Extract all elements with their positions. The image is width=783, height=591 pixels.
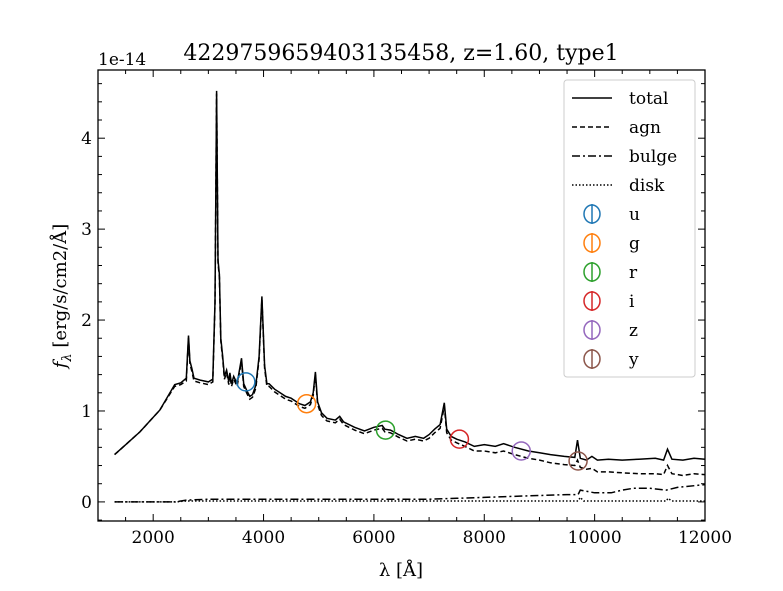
x-axis-label: λ [Å] [379, 559, 423, 581]
legend-label-disk: disk [629, 176, 665, 196]
y-tick-label: 3 [81, 220, 92, 240]
photometry-point-u [236, 372, 256, 392]
photometry-marker [449, 429, 470, 449]
legend-label-agn: agn [629, 118, 661, 138]
series-bulge-line [114, 483, 706, 503]
photometry-marker [296, 393, 317, 414]
x-tick-label: 6000 [352, 528, 395, 548]
y-tick-label: 0 [81, 493, 92, 513]
x-tick-label: 10000 [568, 528, 622, 548]
x-tick-label: 8000 [463, 528, 506, 548]
photometry-marker [236, 372, 256, 392]
legend-label-y: y [628, 350, 639, 370]
photometry-marker [375, 420, 396, 440]
photometry-point-r [375, 420, 396, 440]
x-tick-label: 12000 [678, 528, 732, 548]
x-tick-label: 4000 [242, 528, 285, 548]
offset-text: 1e-14 [98, 50, 146, 70]
y-label-sub: λ [60, 353, 75, 362]
legend-label-bulge: bulge [629, 147, 677, 167]
photometry-point-g [296, 393, 317, 414]
photometry-marker [568, 451, 588, 471]
legend-label-u: u [629, 205, 640, 225]
photometry-marker [511, 441, 531, 461]
axis-ticks: 2000 4000 6000 8000 10000 12000 0 1 2 3 4 [81, 70, 732, 548]
legend-label-total: total [629, 89, 668, 109]
legend-box [563, 79, 696, 378]
legend-label-g: g [629, 234, 640, 254]
y-axis-label: fλ [erg/s/cm2/Å] [49, 224, 75, 371]
legend-label-r: r [629, 263, 638, 283]
x-tick-label: 2000 [132, 528, 175, 548]
photometry-point-y [568, 451, 588, 471]
axes-frame [97, 69, 706, 522]
y-tick-label: 4 [81, 129, 92, 149]
y-label-unit: [erg/s/cm2/Å] [49, 224, 71, 354]
chart-title: 4229759659403135458, z=1.60, type1 [183, 41, 618, 66]
y-tick-label: 2 [81, 311, 92, 331]
legend-label-i: i [629, 292, 635, 312]
photometry-point-i [449, 429, 470, 449]
legend-label-z: z [629, 321, 638, 341]
y-tick-label: 1 [81, 402, 92, 422]
series-agn-line [114, 93, 706, 477]
photometry-point-z [511, 441, 531, 461]
plot-area [114, 90, 706, 503]
